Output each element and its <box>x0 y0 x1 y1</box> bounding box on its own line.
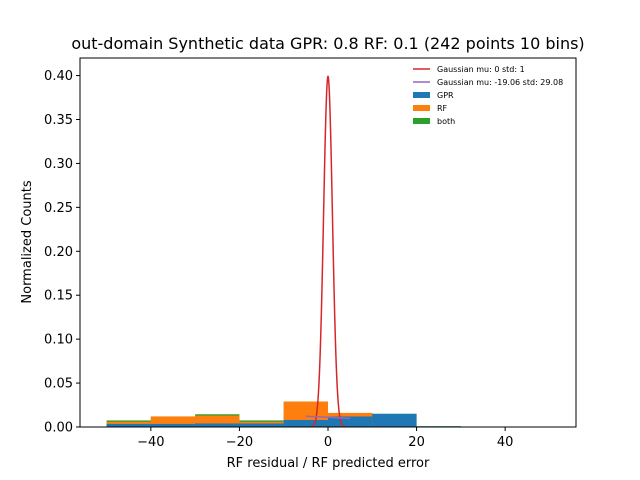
legend-entry-both-swatch <box>413 118 430 124</box>
bar-rf-1 <box>150 416 196 427</box>
x-tick-label: 40 <box>497 435 514 450</box>
y-tick-label: 0.30 <box>44 157 73 172</box>
legend: Gaussian mu: 0 std: 1 Gaussian mu: -19.06… <box>413 65 563 126</box>
y-tick-label: 0.00 <box>44 421 73 436</box>
y-tick-label: 0.05 <box>44 377 73 392</box>
bar-gpr-0 <box>106 423 151 427</box>
x-tick-label: 0 <box>324 435 332 450</box>
legend-entry-rf-label: RF <box>437 104 448 113</box>
y-tick-label: 0.40 <box>44 69 73 84</box>
bar-gpr-4 <box>283 419 328 427</box>
y-tick-label: 0.15 <box>44 289 73 304</box>
curve-gaussian-1 <box>305 415 351 420</box>
legend-entry-both-label: both <box>437 117 455 126</box>
gaussian-curves <box>305 75 351 428</box>
y-tick-label: 0.35 <box>44 113 73 128</box>
bar-gpr-3 <box>239 423 284 427</box>
y-tick-label: 0.10 <box>44 333 73 348</box>
bar-gpr-5 <box>328 416 373 427</box>
legend-entry-gpr-label: GPR <box>437 91 454 100</box>
legend-entry-rf-swatch <box>413 105 430 111</box>
histogram-bars <box>106 401 461 427</box>
y-axis-ticks: 0.00 0.05 0.10 0.15 0.20 0.25 0.30 0.35 0.40 <box>44 69 80 436</box>
x-axis-label: RF residual / RF predicted error <box>227 456 430 471</box>
y-axis-label: Normalized Counts <box>20 180 35 303</box>
x-tick-label: 20 <box>408 435 425 450</box>
x-tick-label: −20 <box>226 435 253 450</box>
x-tick-label: −40 <box>137 435 164 450</box>
bar-gpr-6 <box>372 413 417 427</box>
bar-gpr-2 <box>195 423 240 427</box>
bar-gpr-1 <box>150 423 196 427</box>
chart-title: out-domain Synthetic data GPR: 0.8 RF: 0… <box>71 34 584 53</box>
legend-entry-gpr-swatch <box>413 92 430 98</box>
y-tick-label: 0.25 <box>44 201 73 216</box>
x-axis-ticks: −40 −20 0 20 40 <box>137 427 513 450</box>
bar-rf-2 <box>195 415 240 427</box>
legend-entry-gaussian-fit-label: Gaussian mu: -19.06 std: 29.08 <box>437 78 563 87</box>
legend-entry-gaussian-std-label: Gaussian mu: 0 std: 1 <box>437 65 525 74</box>
y-tick-label: 0.20 <box>44 245 73 260</box>
